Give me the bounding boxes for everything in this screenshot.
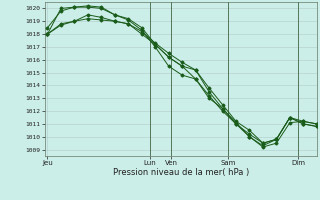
X-axis label: Pression niveau de la mer( hPa ): Pression niveau de la mer( hPa ) [113, 168, 249, 177]
